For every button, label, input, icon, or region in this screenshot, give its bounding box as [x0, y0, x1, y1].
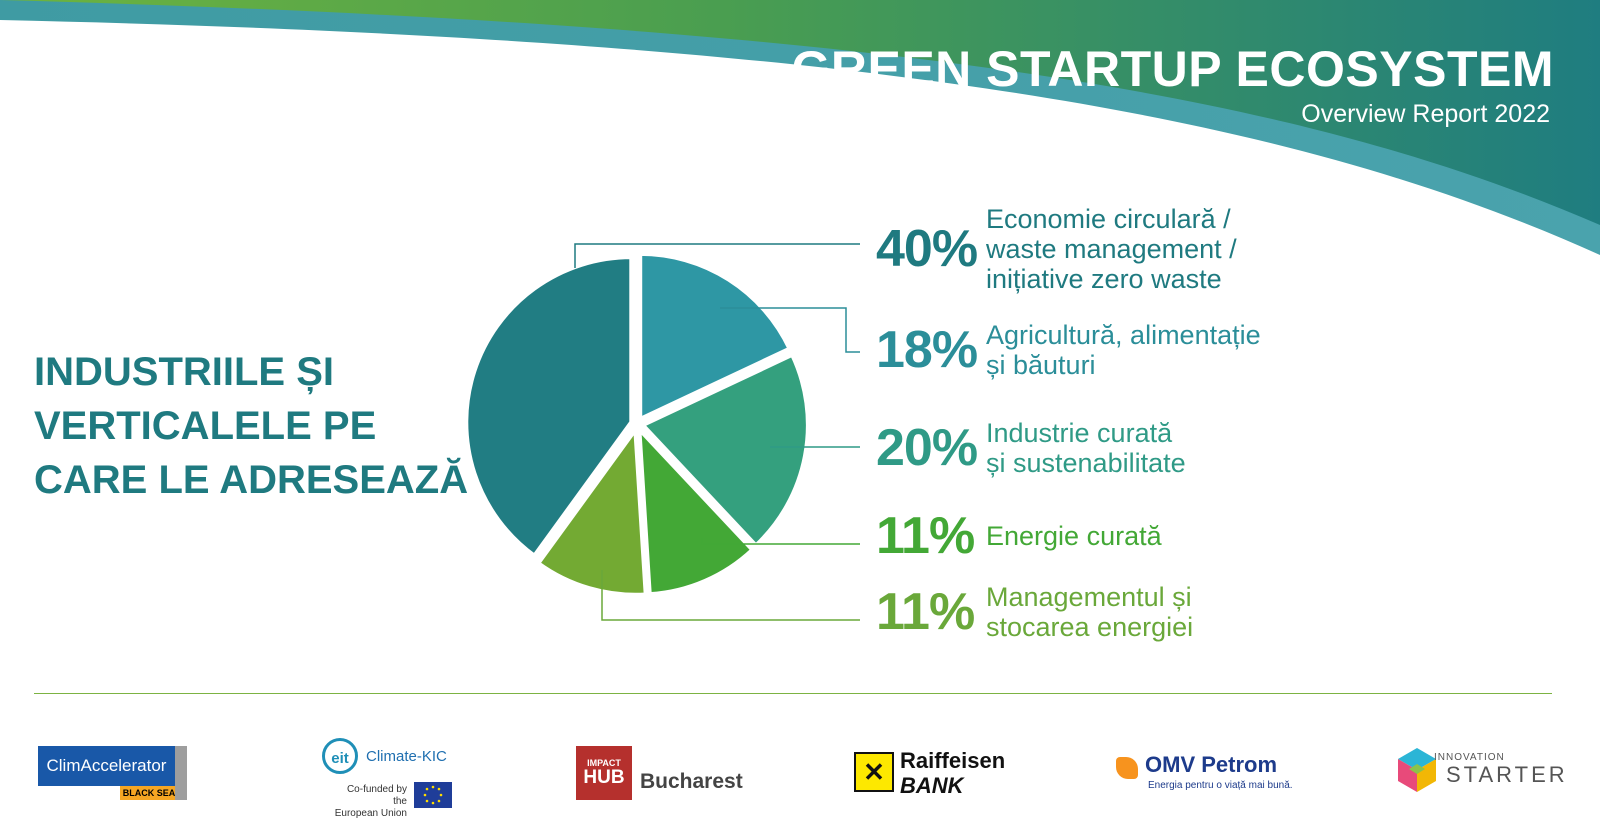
legend-label-1: Economie circulară / waste management / in…	[986, 204, 1316, 294]
legend-row-3: 20% Industrie curată și sustenabilitate	[876, 418, 1316, 478]
legend-label-2-line-1: Agricultură, alimentație	[986, 320, 1261, 350]
raiffeisen-name: Raiffeisen	[900, 748, 1006, 773]
innovation-starter-cube-icon	[1398, 748, 1436, 792]
legend-label-3-line-1: Industrie curată	[986, 418, 1173, 448]
section-heading-line-1: INDUSTRIILE ȘI	[34, 350, 335, 394]
legend-label-2: Agricultură, alimentație și băuturi	[986, 320, 1316, 380]
eu-cofunded-line-2: European Union	[334, 808, 407, 819]
climaccelerator-wordmark: ClimAccelerator	[38, 746, 175, 786]
eu-stars-icon	[423, 785, 443, 805]
legend-label-5-line-1: Managementul și	[986, 582, 1192, 612]
legend-row-1: 40% Economie circulară / waste management …	[876, 204, 1316, 294]
leader-line-1	[574, 243, 860, 268]
eit-mark: eit	[322, 738, 358, 774]
legend-percent-2: 18%	[876, 321, 978, 379]
pie-slice-1	[464, 255, 634, 559]
raiffeisen-gable-icon: ✕	[854, 752, 894, 792]
section-heading-line-3: CARE LE ADRESEAZĂ	[34, 458, 469, 502]
impact-hub-badge: IMPACT HUB	[576, 746, 632, 800]
legend-label-1-line-3: inițiative zero waste	[986, 264, 1222, 294]
pie-slice-5	[535, 424, 648, 597]
legend-label-3-line-2: și sustenabilitate	[986, 448, 1186, 478]
pie-chart	[464, 243, 860, 621]
eu-cofunded-line-1: Co-funded by the	[346, 784, 407, 807]
legend-label-2-line-2: și băuturi	[986, 350, 1096, 380]
climaccelerator-tag: BLACK SEA	[120, 786, 178, 800]
report-subtitle: Overview Report 2022	[1301, 100, 1550, 128]
impact-hub-big: HUB	[583, 767, 625, 788]
legend-label-4: Energie curată	[986, 521, 1316, 551]
innovation-starter-big: STARTER	[1446, 762, 1568, 787]
legend-percent-4: 11%	[876, 507, 975, 565]
leader-line-5	[601, 570, 860, 621]
legend-percent-1: 40%	[876, 220, 978, 278]
legend-label-1-line-2: waste management /	[986, 234, 1237, 264]
section-heading: INDUSTRIILE ȘI VERTICALELE PE CARE LE AD…	[34, 345, 474, 507]
report-title: GREEN STARTUP ECOSYSTEM	[791, 41, 1554, 97]
eu-flag-icon	[414, 782, 452, 808]
legend-label-1-line-1: Economie circulară /	[986, 204, 1231, 234]
impact-hub-city: Bucharest	[640, 770, 743, 793]
footer-divider	[34, 693, 1552, 694]
eu-cofunded-text: Co-funded by the European Union	[332, 784, 407, 820]
omv-drop-icon	[1116, 757, 1138, 779]
legend-percent-3: 20%	[876, 419, 978, 477]
eit-wordmark: Climate-KIC	[366, 748, 447, 765]
innovation-starter-small: INNOVATION	[1434, 752, 1505, 763]
section-heading-line-2: VERTICALELE PE	[34, 404, 377, 448]
pie-slice-4	[637, 424, 756, 597]
omv-name: OMV Petrom	[1145, 752, 1278, 777]
leader-line-4	[701, 538, 860, 545]
omv-tagline: Energia pentru o viață mai bună.	[1148, 780, 1293, 791]
legend-percent-5: 11%	[876, 583, 975, 641]
pie-slice-2	[638, 251, 793, 423]
pie-slice-3	[639, 352, 810, 549]
leader-line-2	[720, 307, 860, 353]
legend-row-4: 11% Energie curată	[876, 506, 1316, 566]
legend-label-5: Managementul și stocarea energiei	[986, 582, 1316, 642]
legend-row-5: 11% Managementul și stocarea energiei	[876, 582, 1316, 642]
climaccelerator-edge	[175, 746, 187, 800]
legend-row-2: 18% Agricultură, alimentație și băuturi	[876, 320, 1316, 380]
impact-hub-small: IMPACT	[587, 758, 621, 768]
legend-label-4-line-1: Energie curată	[986, 521, 1162, 551]
raiffeisen-bank: BANK	[900, 773, 964, 798]
legend-label-3: Industrie curată și sustenabilitate	[986, 418, 1316, 478]
legend-label-5-line-2: stocarea energiei	[986, 612, 1194, 642]
